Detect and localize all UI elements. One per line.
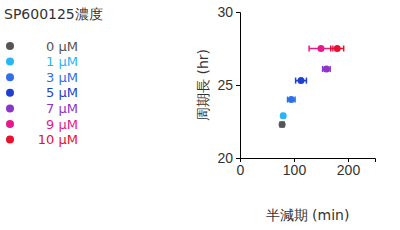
legend-item: 5 μM: [6, 85, 78, 100]
legend-item: 0 μM: [6, 39, 78, 54]
series: [279, 121, 286, 128]
legend-label: 0 μM: [46, 39, 78, 54]
point: [279, 121, 286, 128]
legend-label: 7 μM: [46, 101, 78, 116]
x-tick-label: 0: [237, 162, 245, 178]
x-tick-label: 200: [337, 162, 361, 178]
error-bar-cap: [330, 46, 332, 52]
series: [331, 45, 344, 52]
x-tick-label: 100: [283, 162, 307, 178]
y-tick: 30: [217, 4, 240, 20]
y-axis-line: [236, 13, 241, 159]
legend-title: SP600125濃度: [4, 6, 103, 22]
series: [280, 112, 287, 119]
series: [288, 96, 296, 103]
error-bar-cap: [306, 78, 308, 84]
marks: [279, 45, 344, 128]
y-axis-title: 周期長 (hr): [195, 49, 211, 121]
legend-label: 10 μM: [38, 132, 78, 147]
legend-item: 1 μM: [6, 54, 78, 69]
x-axis: 0 100 200: [237, 158, 376, 178]
x-tick: 200: [337, 158, 361, 178]
legend-label: 5 μM: [46, 85, 78, 100]
y-tick-mark: [236, 12, 240, 13]
legend-label: 3 μM: [46, 70, 78, 85]
legend-swatch: [6, 42, 14, 50]
point: [288, 96, 295, 103]
x-axis-title: 半減期 (min): [266, 207, 350, 223]
point: [323, 65, 330, 72]
error-bar-cap: [343, 46, 345, 52]
series: [323, 65, 331, 72]
error-bar-cap: [295, 78, 297, 84]
point: [280, 112, 287, 119]
legend-swatch: [6, 104, 14, 112]
point: [334, 45, 341, 52]
y-tick: 20: [217, 150, 240, 166]
y-tick-mark: [236, 85, 240, 86]
legend-swatch: [6, 89, 14, 97]
y-tick: 25: [217, 77, 240, 93]
legend-label: 1 μM: [46, 54, 78, 69]
point: [298, 77, 305, 84]
error-bar: [323, 66, 331, 72]
legend-swatch: [6, 120, 14, 128]
legend-swatch: [6, 73, 14, 81]
y-axis: 20 25 30: [217, 4, 240, 166]
chart: 0 100 200 20 25 30 半減期 (min) 周期長 (hr) SP600125濃度…: [0, 0, 400, 230]
legend-swatch: [6, 136, 14, 144]
legend-item: 3 μM: [6, 70, 78, 85]
legend-item: 10 μM: [6, 132, 78, 147]
series: [296, 77, 307, 84]
series: [309, 45, 333, 52]
error-bar: [296, 78, 307, 84]
legend-item: 9 μM: [6, 117, 78, 132]
error-bar: [288, 97, 296, 103]
legend: SP600125濃度 0 μM1 μM3 μM5 μM7 μM9 μM10 μM: [4, 6, 103, 147]
error-bar-cap: [308, 46, 310, 52]
legend-swatch: [6, 58, 14, 66]
x-tick: 100: [283, 158, 307, 178]
error-bar: [309, 46, 333, 52]
point: [318, 45, 325, 52]
y-tick-label: 20: [217, 150, 233, 166]
y-tick-label: 25: [217, 77, 233, 93]
legend-item: 7 μM: [6, 101, 78, 116]
error-bar: [331, 46, 344, 52]
y-tick-label: 30: [217, 4, 233, 20]
y-tick-mark: [236, 158, 240, 159]
legend-label: 9 μM: [46, 117, 78, 132]
x-tick: 0: [237, 158, 245, 178]
